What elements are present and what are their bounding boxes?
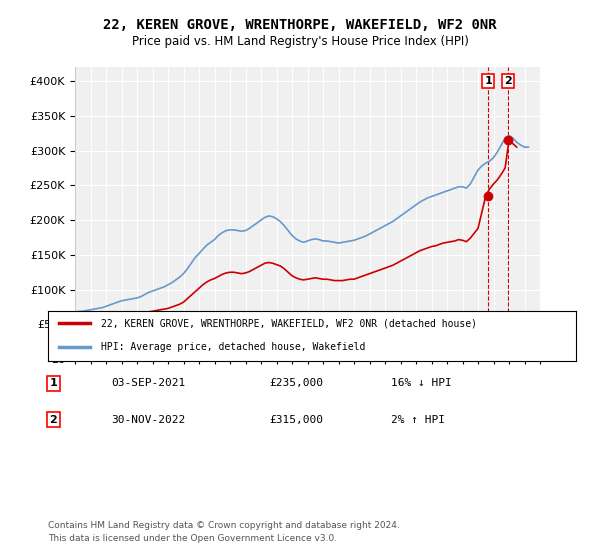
- Text: 2: 2: [49, 415, 57, 424]
- Text: 03-SEP-2021: 03-SEP-2021: [112, 379, 185, 389]
- Text: 1: 1: [49, 379, 57, 389]
- Text: 16% ↓ HPI: 16% ↓ HPI: [391, 379, 452, 389]
- Text: £235,000: £235,000: [270, 379, 324, 389]
- Text: 2% ↑ HPI: 2% ↑ HPI: [391, 415, 445, 424]
- Text: 30-NOV-2022: 30-NOV-2022: [112, 415, 185, 424]
- Text: Contains HM Land Registry data © Crown copyright and database right 2024.
This d: Contains HM Land Registry data © Crown c…: [48, 521, 400, 543]
- Text: 2: 2: [504, 76, 512, 86]
- Text: Price paid vs. HM Land Registry's House Price Index (HPI): Price paid vs. HM Land Registry's House …: [131, 35, 469, 49]
- Text: HPI: Average price, detached house, Wakefield: HPI: Average price, detached house, Wake…: [101, 342, 365, 352]
- Text: £315,000: £315,000: [270, 415, 324, 424]
- Text: 22, KEREN GROVE, WRENTHORPE, WAKEFIELD, WF2 0NR: 22, KEREN GROVE, WRENTHORPE, WAKEFIELD, …: [103, 18, 497, 32]
- Text: 1: 1: [485, 76, 492, 86]
- Text: 22, KEREN GROVE, WRENTHORPE, WAKEFIELD, WF2 0NR (detached house): 22, KEREN GROVE, WRENTHORPE, WAKEFIELD, …: [101, 319, 477, 328]
